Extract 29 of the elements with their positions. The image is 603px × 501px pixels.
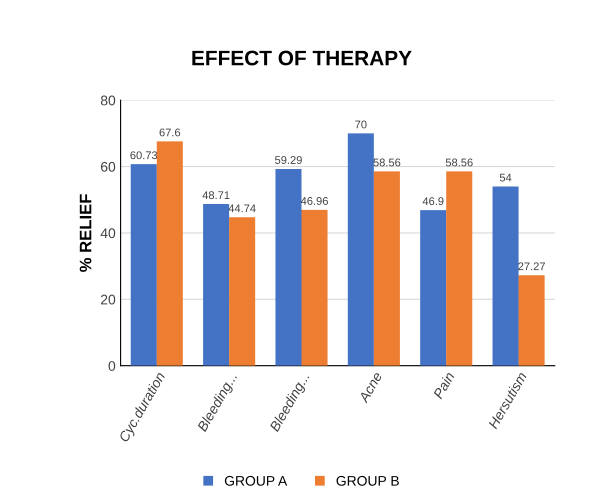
data-label: 58.56 bbox=[446, 158, 473, 166]
data-label: 59.29 bbox=[275, 156, 302, 164]
bar bbox=[348, 133, 374, 366]
bar bbox=[275, 168, 302, 366]
legend-label: GROUP B bbox=[336, 476, 399, 486]
y-tick-label: 40 bbox=[100, 228, 116, 238]
chart-title: EFFECT OF THERAPY bbox=[192, 50, 412, 66]
bar bbox=[374, 171, 400, 366]
y-tick-label: 60 bbox=[100, 162, 116, 172]
y-tick-label: 80 bbox=[100, 96, 116, 106]
data-label: 70 bbox=[355, 120, 367, 128]
legend-label: GROUP A bbox=[224, 476, 288, 486]
bar bbox=[446, 171, 472, 366]
y-tick-label: 0 bbox=[108, 361, 116, 371]
data-label: 48.71 bbox=[202, 191, 230, 200]
bar bbox=[492, 186, 519, 366]
bar bbox=[518, 275, 545, 366]
bar bbox=[156, 141, 183, 366]
y-axis-title: % RELIEF bbox=[80, 194, 92, 272]
y-tick-label: 20 bbox=[100, 294, 116, 305]
data-label: 54 bbox=[500, 174, 512, 182]
bar bbox=[229, 217, 256, 366]
bar bbox=[130, 164, 157, 366]
data-label: 67.6 bbox=[160, 128, 180, 136]
data-label: 46.9 bbox=[422, 197, 444, 206]
bar bbox=[420, 210, 446, 366]
bar bbox=[203, 204, 230, 366]
bar bbox=[302, 210, 328, 366]
data-label: 60.73 bbox=[130, 151, 158, 160]
